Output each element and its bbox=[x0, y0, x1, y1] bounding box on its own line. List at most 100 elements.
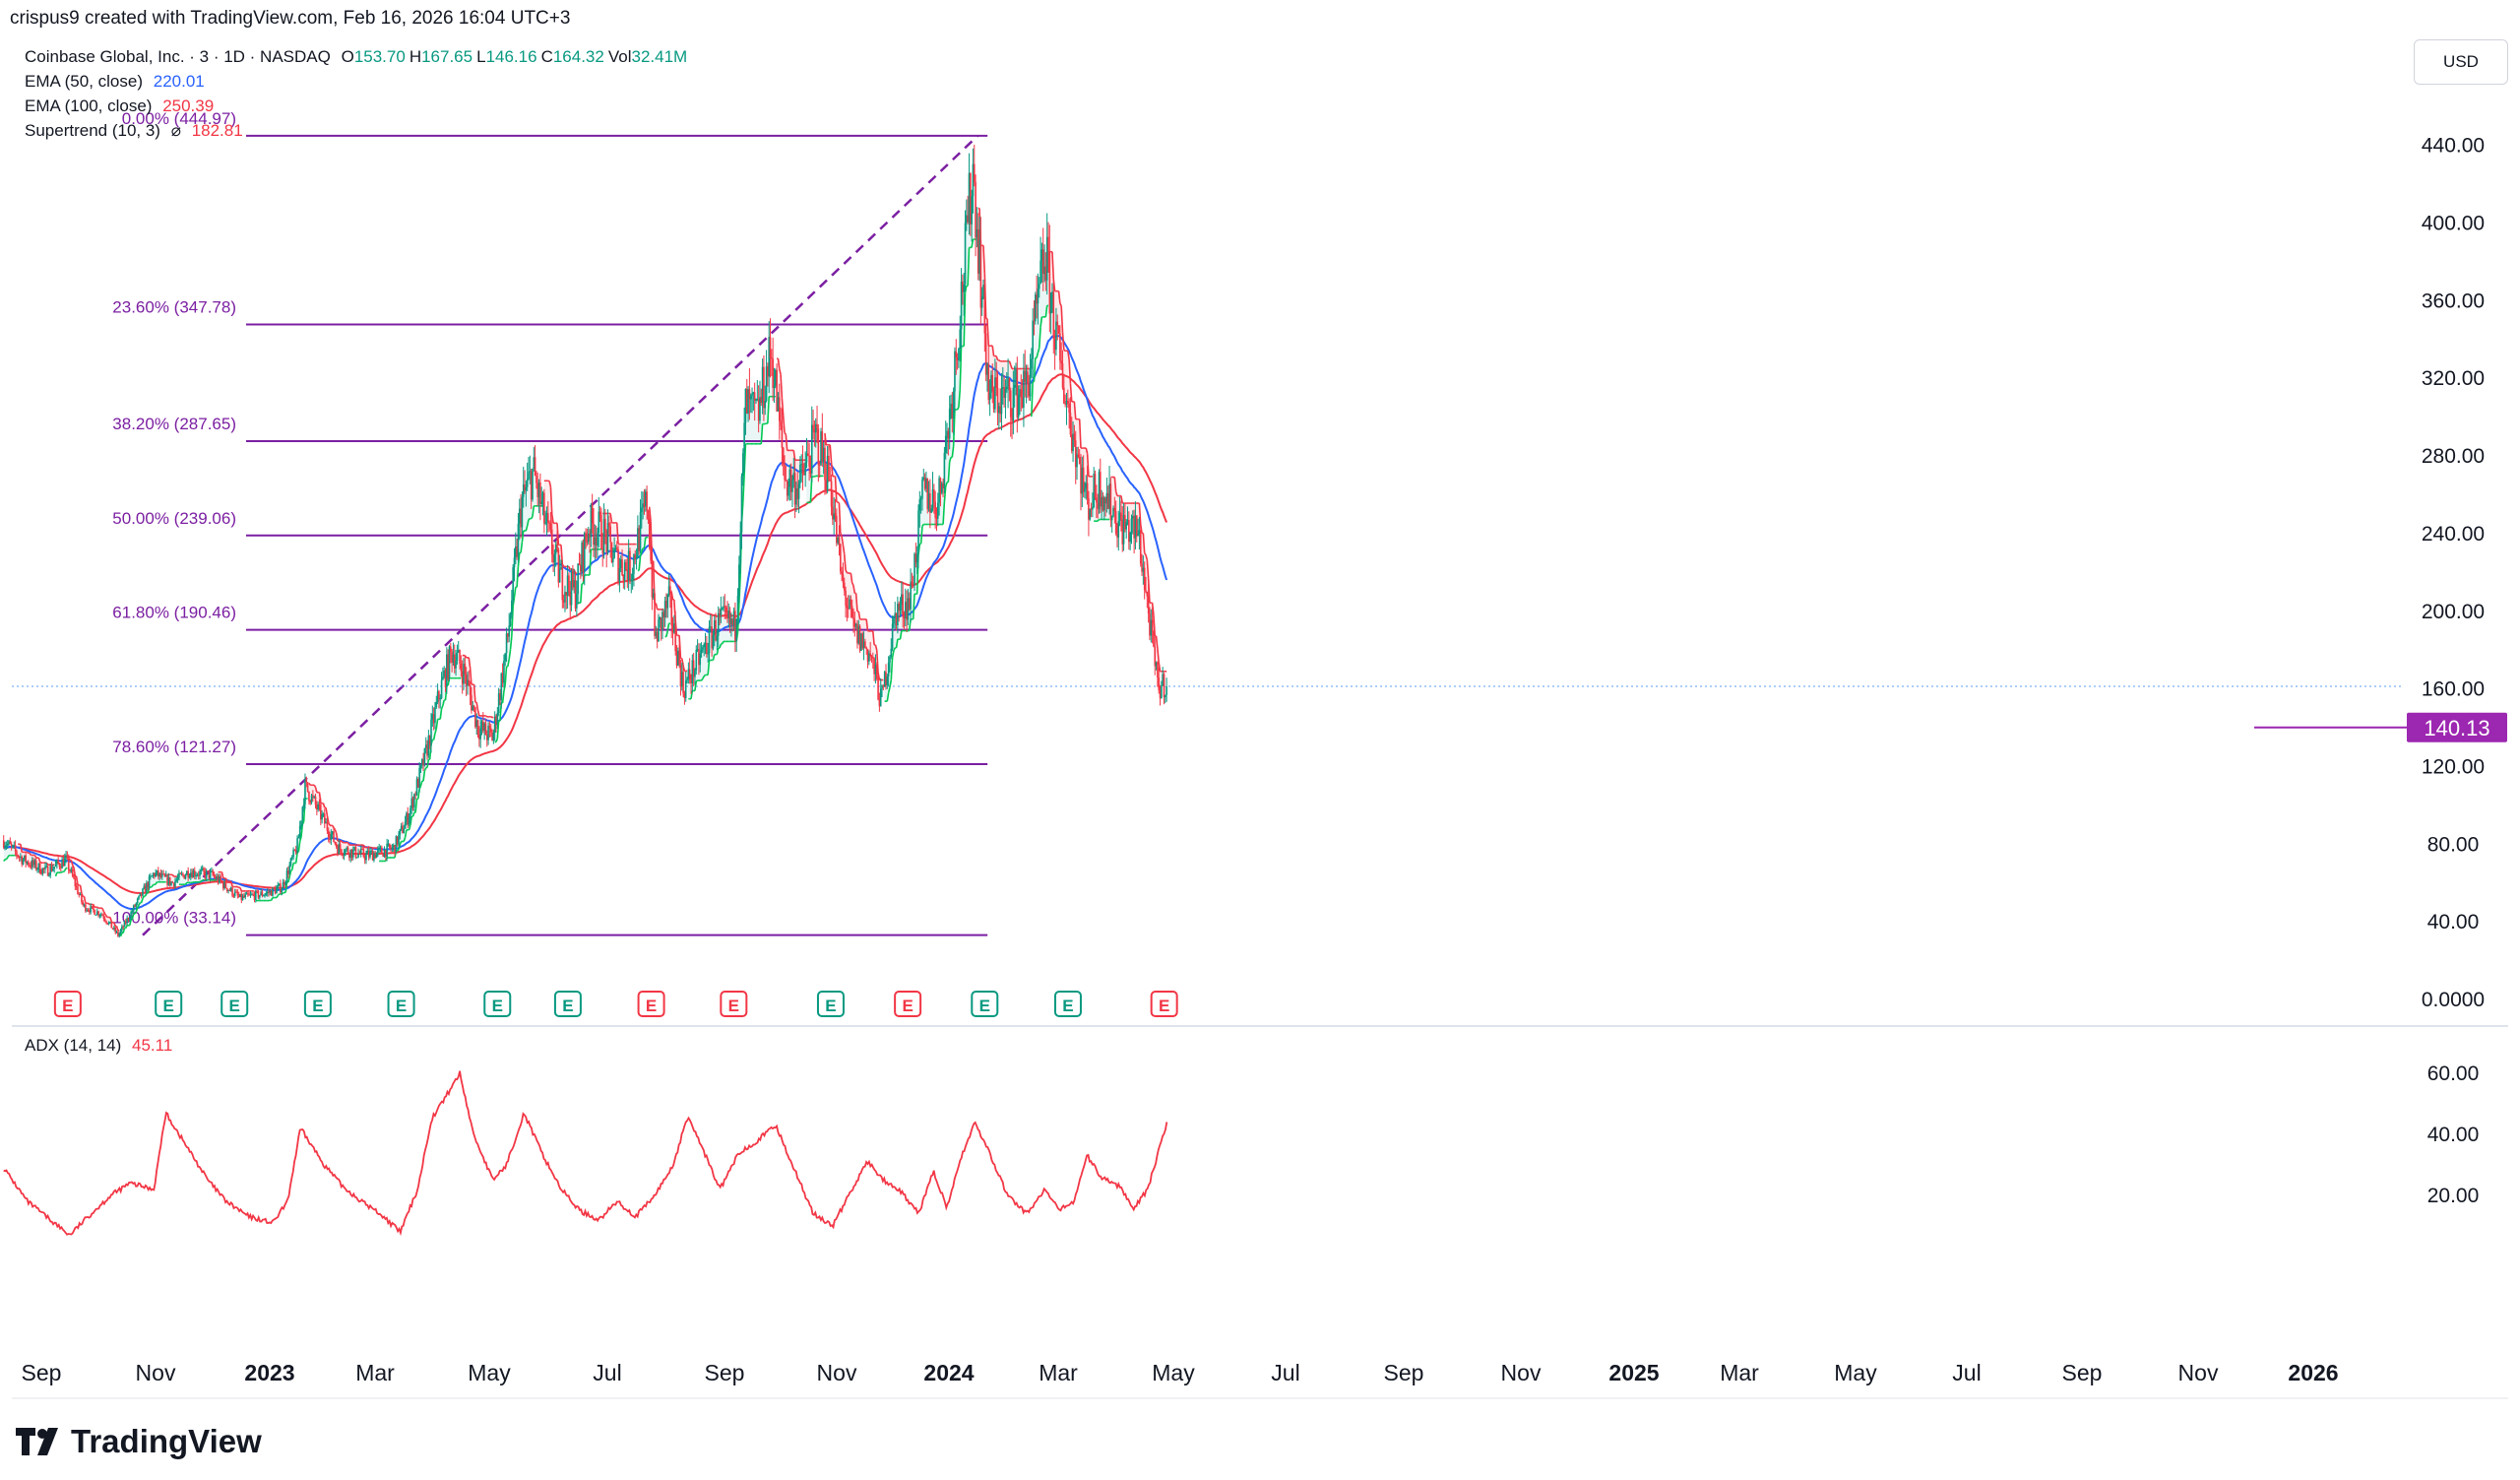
price-axis[interactable]: 0.0000 40.00 80.00 120.00 160.00 200.00 240.00… bbox=[2254, 135, 2507, 1011]
price-tick-label: 80.00 bbox=[2427, 833, 2480, 856]
earnings-marker[interactable] bbox=[816, 991, 845, 1017]
fibonacci-retracement[interactable]: 0.00% (444.97) 23.60% (347.78) 38.20% (287… bbox=[12, 109, 2402, 936]
candle-body bbox=[631, 573, 634, 580]
supertrend-segment bbox=[1120, 495, 1124, 504]
candle-body bbox=[634, 554, 637, 560]
candle-body bbox=[281, 889, 284, 893]
last-price-tag[interactable] bbox=[2407, 712, 2507, 742]
candle-body bbox=[524, 483, 526, 491]
candle-body bbox=[984, 333, 987, 375]
candle-body bbox=[352, 850, 354, 858]
supertrend-fill bbox=[1090, 476, 1092, 510]
time-tick-label: Nov bbox=[1501, 1360, 1542, 1385]
candle-body bbox=[228, 889, 231, 891]
supertrend-segment bbox=[472, 684, 476, 703]
earnings-marker[interactable] bbox=[1053, 991, 1082, 1017]
candle-body bbox=[854, 623, 857, 627]
candle-body bbox=[561, 567, 564, 601]
candle-body bbox=[834, 513, 837, 516]
candle-body bbox=[386, 843, 388, 858]
currency-button[interactable]: USD bbox=[2414, 39, 2508, 85]
legend-symbol-row[interactable]: Coinbase Global, Inc. · 3 · 1D · NASDAQ … bbox=[25, 47, 697, 67]
candle-body bbox=[1002, 387, 1004, 390]
candle-body bbox=[597, 533, 598, 547]
earnings-marker[interactable] bbox=[553, 991, 582, 1017]
candle-body bbox=[62, 859, 65, 867]
candle-body bbox=[102, 916, 105, 920]
adx-line bbox=[3, 1070, 1168, 1237]
candle-body bbox=[237, 895, 240, 897]
supertrend-segment bbox=[948, 457, 952, 463]
candle-body bbox=[1141, 563, 1143, 572]
candle-body bbox=[227, 889, 229, 891]
supertrend-segment bbox=[785, 434, 788, 451]
candle-body bbox=[861, 633, 864, 649]
candle-body bbox=[229, 887, 232, 891]
fib-level-label: 50.00% (239.06) bbox=[112, 509, 236, 528]
candle-body bbox=[354, 846, 357, 858]
supertrend-segment bbox=[877, 672, 881, 680]
candle-body bbox=[233, 891, 236, 896]
earnings-marker[interactable] bbox=[894, 991, 922, 1017]
earnings-marker[interactable] bbox=[483, 991, 512, 1017]
candle-body bbox=[738, 564, 740, 597]
earnings-marker[interactable] bbox=[303, 991, 332, 1017]
legend-ema100[interactable]: EMA (100, close) 250.39 bbox=[25, 97, 220, 116]
candle-body bbox=[761, 366, 764, 403]
supertrend-segment bbox=[767, 396, 771, 424]
candle-body bbox=[1027, 371, 1029, 385]
earnings-marker[interactable] bbox=[53, 991, 82, 1017]
supertrend-segment bbox=[115, 926, 119, 932]
candle-body bbox=[970, 172, 972, 225]
candle-body bbox=[493, 716, 496, 734]
candle-body bbox=[1033, 320, 1036, 322]
candle-body bbox=[1157, 662, 1159, 678]
time-axis[interactable]: Sep Nov 2023 Mar May Jul Sep Nov 2024 Mar May Jul Se… bbox=[22, 1360, 2339, 1385]
adx-label: ADX (14, 14) bbox=[25, 1036, 122, 1055]
legend-supertrend[interactable]: Supertrend (10, 3) ⌀ 182.81 bbox=[25, 121, 249, 141]
candle-body bbox=[465, 675, 468, 686]
candle-body bbox=[123, 921, 126, 928]
candle-body bbox=[327, 830, 330, 838]
candle-body bbox=[939, 478, 942, 493]
tradingview-logo[interactable]: TradingView bbox=[16, 1423, 262, 1460]
earnings-marker[interactable] bbox=[971, 991, 999, 1017]
candle-body bbox=[886, 676, 889, 685]
candle-body bbox=[1153, 630, 1155, 647]
candle-body bbox=[451, 651, 453, 663]
earnings-marker[interactable] bbox=[1150, 991, 1178, 1017]
candle-body bbox=[1124, 515, 1126, 530]
earnings-marker[interactable] bbox=[720, 991, 748, 1017]
supertrend-segment bbox=[837, 501, 841, 504]
adx-pane[interactable]: 20.00 40.00 60.00 bbox=[3, 1062, 2480, 1237]
supertrend-segment bbox=[958, 389, 962, 408]
candle-body bbox=[178, 872, 180, 878]
candle-body bbox=[688, 669, 691, 680]
earnings-marker[interactable] bbox=[387, 991, 415, 1017]
candle-body bbox=[158, 869, 159, 877]
candle-body bbox=[951, 403, 954, 418]
candle-body bbox=[61, 859, 63, 869]
candle-body bbox=[785, 480, 788, 482]
earnings-marker[interactable] bbox=[637, 991, 665, 1017]
earnings-marker[interactable] bbox=[220, 991, 249, 1017]
supertrend-fill bbox=[788, 450, 790, 487]
supertrend-segment bbox=[327, 821, 331, 826]
fib-trend-line[interactable] bbox=[142, 135, 979, 936]
legend-adx[interactable]: ADX (14, 14) 45.11 bbox=[25, 1036, 178, 1056]
candle-body bbox=[532, 468, 534, 500]
supertrend-hidden-icon[interactable]: ⌀ bbox=[170, 121, 181, 140]
candle-body bbox=[182, 873, 184, 875]
candle-body bbox=[998, 406, 1000, 414]
candle-body bbox=[1088, 498, 1090, 520]
earnings-marker[interactable] bbox=[155, 991, 183, 1017]
candle-body bbox=[4, 845, 6, 848]
legend-ema50[interactable]: EMA (50, close) 220.01 bbox=[25, 72, 211, 92]
candle-body bbox=[553, 553, 556, 563]
candle-body bbox=[626, 569, 629, 581]
supertrend-segment bbox=[829, 444, 833, 463]
candle-body bbox=[265, 893, 268, 895]
supertrend-segment bbox=[967, 247, 971, 287]
